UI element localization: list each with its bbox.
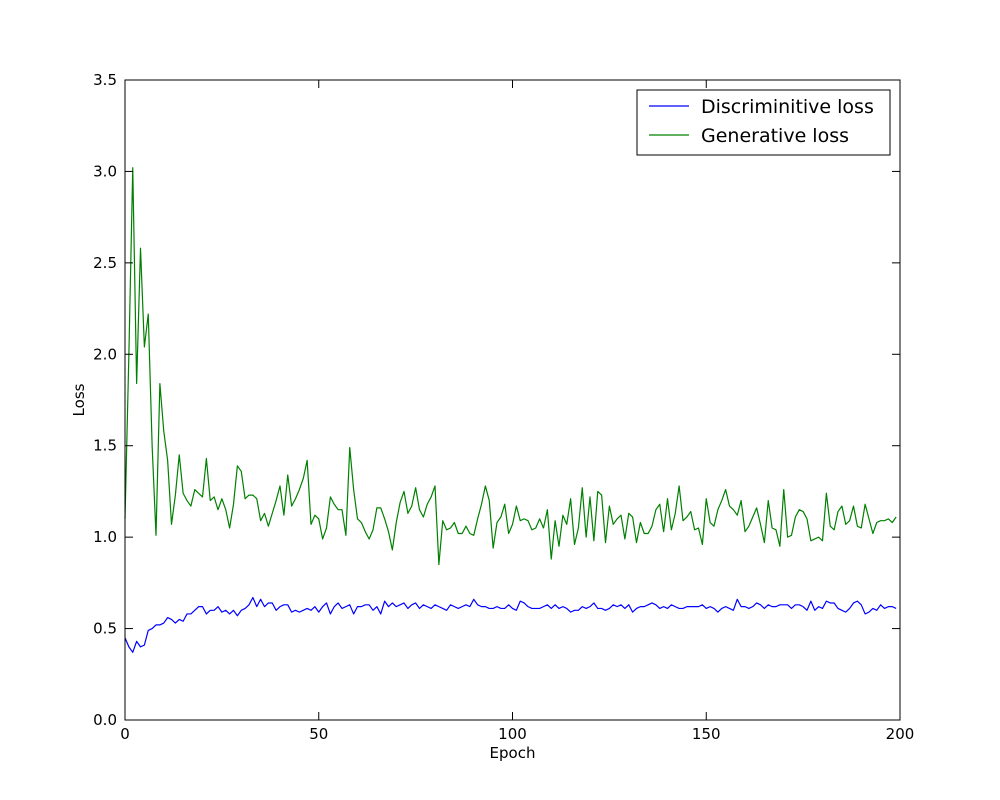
x-tick-label: 0 <box>120 725 130 743</box>
x-tick-label: 200 <box>886 725 915 743</box>
series-line-2 <box>124 167 897 566</box>
y-tick-label: 3.0 <box>93 162 117 180</box>
x-tick-label: 100 <box>498 725 527 743</box>
x-axis-ticks: 0 50 100 150 200 <box>120 80 914 743</box>
series-line-1 <box>124 596 897 653</box>
legend-label: Discriminitive loss <box>701 96 874 118</box>
legend: Discriminitive loss Generative loss <box>636 89 891 156</box>
y-tick-label: 0.0 <box>93 711 117 729</box>
y-tick-label: 2.5 <box>93 254 117 272</box>
plot-lines <box>124 167 897 653</box>
y-tick-label: 1.0 <box>93 528 117 546</box>
y-tick-label: 3.5 <box>93 71 117 89</box>
y-tick-label: 1.5 <box>93 437 117 455</box>
legend-box <box>636 89 891 156</box>
plot-frame <box>124 79 901 721</box>
y-tick-label: 2.0 <box>93 345 117 363</box>
y-axis-ticks: 0.0 0.5 1.0 1.5 2.0 2.5 3.0 3.5 <box>93 71 900 729</box>
legend-label: Generative loss <box>701 125 849 147</box>
x-tick-label: 150 <box>692 725 721 743</box>
x-tick-label: 50 <box>309 725 328 743</box>
x-axis-label: Epoch <box>490 744 536 762</box>
y-axis-label: Loss <box>70 383 88 416</box>
y-tick-label: 0.5 <box>93 620 117 638</box>
